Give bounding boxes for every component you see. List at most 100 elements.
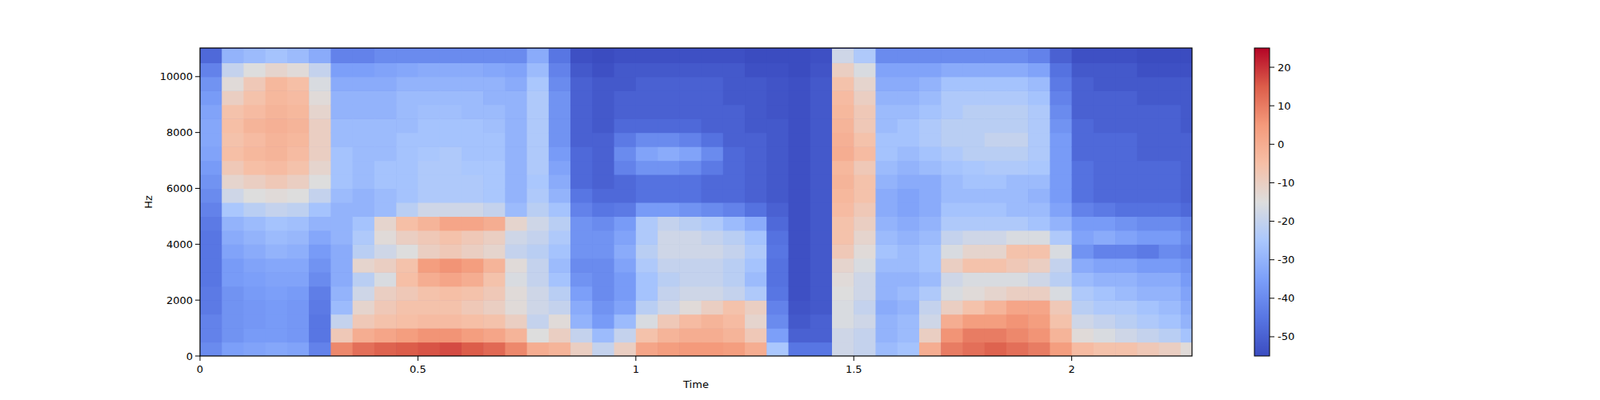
cell [614, 90, 637, 105]
cell [940, 216, 964, 231]
cell [461, 146, 484, 161]
cell [832, 342, 855, 356]
cell [308, 146, 332, 161]
y-tick [195, 300, 200, 301]
cell [374, 230, 397, 245]
cell [701, 244, 724, 259]
cell [853, 76, 876, 92]
cell [548, 146, 572, 161]
cell [243, 174, 266, 189]
cell [919, 62, 942, 77]
cell [875, 160, 898, 176]
cell [1006, 62, 1029, 77]
cell [766, 132, 789, 148]
cell [352, 202, 376, 217]
cell [396, 188, 419, 203]
cell [396, 258, 419, 273]
cell [832, 62, 855, 77]
x-tick-label: 2 [1068, 363, 1075, 376]
cell [962, 258, 985, 273]
cell [308, 244, 332, 259]
colorbar-tick [1269, 144, 1275, 145]
cell [679, 230, 702, 245]
cell [1072, 314, 1095, 329]
cell [853, 300, 876, 315]
cell [875, 146, 898, 161]
cell [330, 314, 353, 329]
cell [504, 174, 528, 189]
cell [1159, 258, 1182, 273]
cell [919, 216, 942, 231]
cell [221, 76, 244, 92]
cell [330, 90, 353, 105]
cell [897, 216, 920, 231]
cell [1093, 216, 1116, 231]
x-tick-label: 0.5 [409, 363, 427, 376]
cell [875, 342, 898, 356]
cell [1028, 272, 1051, 287]
cell [243, 104, 266, 120]
cell [875, 272, 898, 287]
cell [330, 174, 353, 189]
cell [897, 146, 920, 161]
cell [940, 286, 964, 301]
cell [875, 202, 898, 217]
cell [636, 146, 659, 161]
cell [788, 62, 812, 77]
cell [374, 188, 397, 203]
cell [1028, 230, 1051, 245]
cell [1159, 216, 1182, 231]
cell [1180, 90, 1192, 105]
cell [243, 76, 266, 92]
cell [440, 244, 463, 259]
cell [1180, 230, 1192, 245]
cell [701, 286, 724, 301]
cell [1180, 188, 1192, 203]
cell [723, 202, 746, 217]
cell [504, 258, 528, 273]
cell [221, 118, 244, 133]
cell [308, 62, 332, 77]
cell [1136, 118, 1160, 133]
cell [614, 62, 637, 77]
cell [766, 76, 789, 92]
cell [657, 160, 680, 176]
colorbar-tick-label: -40 [1277, 292, 1295, 304]
cell [570, 342, 593, 356]
cell [919, 202, 942, 217]
cell [330, 48, 353, 64]
cell [200, 146, 223, 161]
cell [744, 216, 768, 231]
cell [853, 174, 876, 189]
cell [308, 258, 332, 273]
cell [592, 230, 615, 245]
cell [548, 314, 572, 329]
cell [1136, 230, 1160, 245]
cell [592, 342, 615, 356]
cell [744, 132, 768, 148]
cell [483, 328, 506, 343]
cell [396, 202, 419, 217]
cell [1072, 300, 1095, 315]
cell [919, 132, 942, 148]
cell [287, 272, 310, 287]
cell [744, 258, 768, 273]
cell [1159, 188, 1182, 203]
cell [1006, 202, 1029, 217]
cell [919, 48, 942, 64]
cell [200, 132, 223, 148]
cell [853, 90, 876, 105]
cell [897, 272, 920, 287]
cell [308, 272, 332, 287]
cell [940, 328, 964, 343]
cell [483, 202, 506, 217]
cell [570, 244, 593, 259]
cell [657, 286, 680, 301]
cell [1136, 146, 1160, 161]
cell [1049, 258, 1072, 273]
cell [810, 244, 833, 259]
cell [853, 160, 876, 176]
x-tick [417, 356, 419, 361]
cell [1115, 286, 1138, 301]
cell [570, 216, 593, 231]
